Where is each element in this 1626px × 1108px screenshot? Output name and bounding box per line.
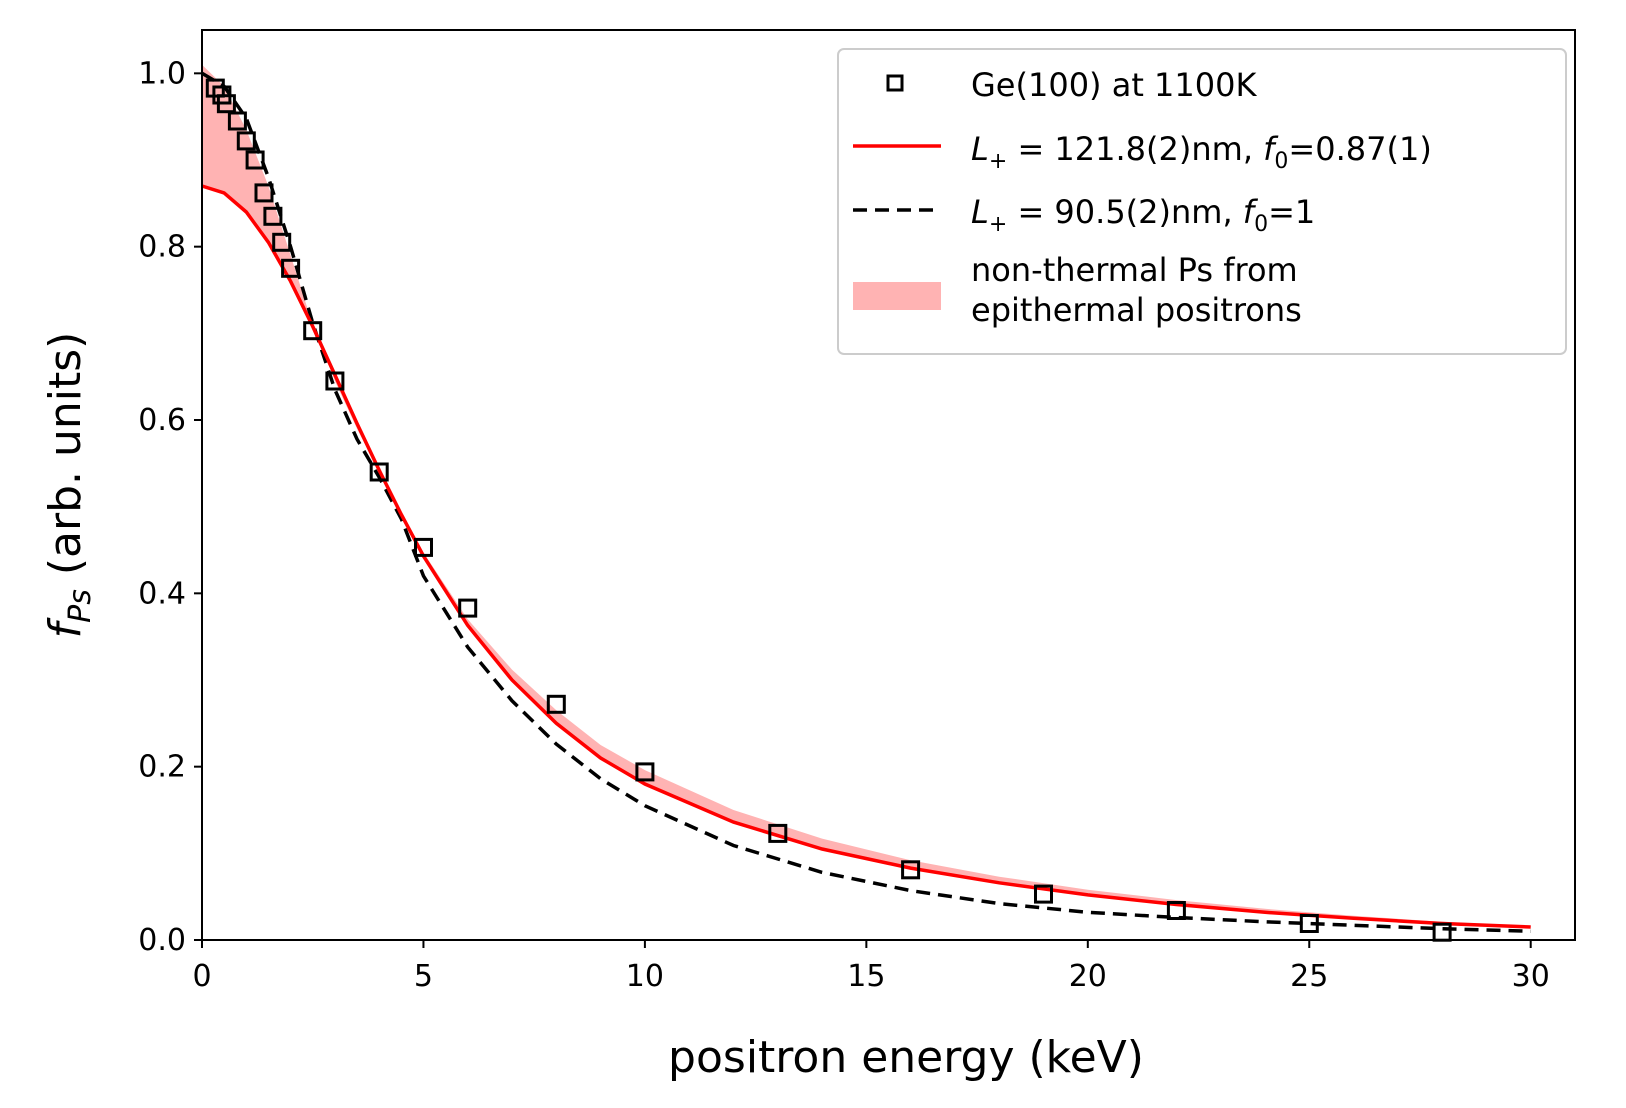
- x-tick-label: 20: [1069, 959, 1107, 994]
- legend-red-f-val: =0.87(1): [1288, 130, 1431, 168]
- series-line-black-dashed: [201, 71, 1531, 934]
- plot-area: [201, 64, 1531, 942]
- legend-label-shade-line2: epithermal positrons: [971, 291, 1302, 329]
- x-tick-label: 15: [847, 959, 885, 994]
- data-point: [263, 206, 283, 226]
- data-point: [281, 258, 301, 278]
- legend-marker-swatch: [886, 74, 904, 92]
- data-point: [901, 860, 921, 880]
- data-point: [1034, 884, 1053, 904]
- legend-black-lhs: L: [971, 193, 989, 231]
- data-point: [414, 537, 433, 557]
- legend-box: [837, 48, 1567, 355]
- legend-label-shade-line1: non-thermal Ps from: [971, 251, 1298, 289]
- y-axis-label: fPs (arb. units): [40, 332, 98, 639]
- ticks: 0 5 10 15 20 25 30 0.0 0.2 0.4 0.6 0.8 1.0: [138, 56, 1550, 994]
- y-tick-label: 1.0: [138, 56, 186, 91]
- legend-red-lhs: L: [971, 130, 989, 168]
- data-point: [458, 598, 478, 618]
- data-point: [254, 183, 274, 203]
- data-point: [272, 232, 292, 252]
- data-point: [768, 823, 788, 843]
- data-point: [227, 111, 247, 131]
- x-tick-label: 10: [626, 959, 664, 994]
- legend: Ge(100) at 1100K L+ = 121.8(2)nm, f0=0.8…: [837, 48, 1567, 355]
- legend-shade-swatch: [853, 282, 941, 310]
- data-point: [1432, 922, 1452, 942]
- y-tick-label: 0.0: [138, 923, 186, 958]
- data-point: [325, 371, 345, 391]
- x-tick-label: 25: [1290, 959, 1328, 994]
- legend-red-lhs-sub: +: [989, 149, 1007, 174]
- x-tick-label: 30: [1512, 959, 1550, 994]
- x-tick-label: 0: [192, 959, 211, 994]
- data-point: [236, 131, 256, 151]
- data-point: [303, 321, 323, 341]
- legend-red-f-sub: 0: [1274, 149, 1288, 174]
- y-tick-label: 0.6: [138, 403, 186, 438]
- legend-label-black-fit: L+ = 90.5(2)nm, f0=1: [971, 193, 1315, 237]
- data-point: [245, 150, 265, 170]
- legend-black-f-sub: 0: [1254, 212, 1268, 237]
- legend-label-markers: Ge(100) at 1100K: [971, 66, 1257, 104]
- data-point: [1166, 901, 1186, 920]
- legend-red-rhs: = 121.8(2)nm,: [1007, 130, 1263, 168]
- x-axis-label: positron energy (keV): [668, 1032, 1144, 1083]
- x-tick-label: 5: [414, 959, 433, 994]
- y-axis-label-subscript: Ps: [63, 589, 98, 623]
- legend-black-lhs-sub: +: [989, 212, 1007, 237]
- y-tick-label: 0.8: [138, 230, 186, 265]
- data-point: [369, 462, 389, 482]
- series-line-red: [201, 184, 1531, 929]
- data-point: [546, 694, 566, 714]
- y-axis-label-units: (arb. units): [40, 332, 91, 589]
- data-point: [1299, 914, 1319, 933]
- axes-frame: [201, 29, 1576, 941]
- legend-label-red-fit: L+ = 121.8(2)nm, f0=0.87(1): [971, 130, 1432, 174]
- legend-black-rhs: = 90.5(2)nm,: [1007, 193, 1243, 231]
- data-point: [216, 94, 236, 114]
- y-tick-label: 0.4: [138, 576, 186, 611]
- y-tick-label: 0.2: [138, 750, 186, 785]
- data-point: [635, 762, 655, 782]
- legend-black-f-val: =1: [1268, 193, 1315, 231]
